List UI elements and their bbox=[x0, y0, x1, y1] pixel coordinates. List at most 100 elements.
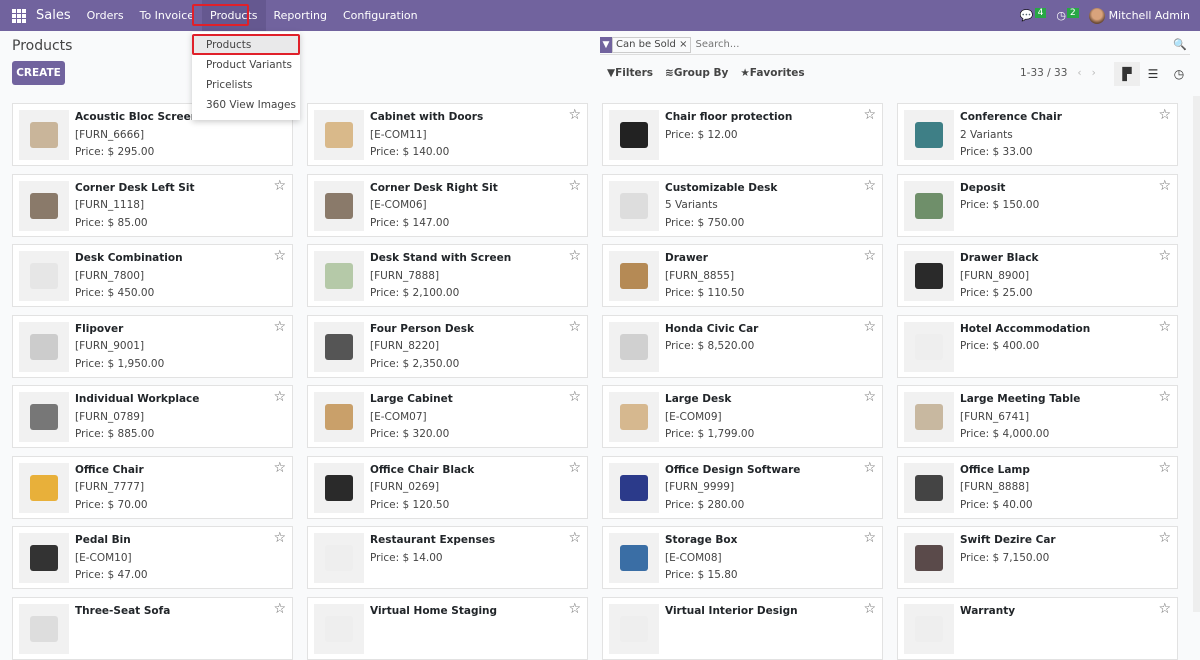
star-icon[interactable]: ☆ bbox=[863, 318, 876, 335]
product-card[interactable]: Office Design Software [FURN_9999] Price… bbox=[602, 455, 883, 519]
star-icon[interactable]: ☆ bbox=[1158, 530, 1171, 546]
star-icon[interactable]: ☆ bbox=[568, 389, 581, 405]
product-card[interactable]: Virtual Interior Design ☆ bbox=[602, 596, 883, 660]
product-card[interactable]: Drawer Black [FURN_8900] Price: $ 25.00 … bbox=[897, 244, 1178, 307]
star-icon[interactable]: ☆ bbox=[273, 177, 286, 194]
favorites-button[interactable]: ★Favorites bbox=[740, 67, 804, 79]
product-card[interactable]: Office Lamp [FURN_8888] Price: $ 40.00 ☆ bbox=[897, 455, 1178, 519]
star-icon[interactable]: ☆ bbox=[863, 248, 876, 264]
product-name: Office Lamp bbox=[960, 463, 1030, 476]
product-card[interactable]: Storage Box [E-COM08] Price: $ 15.80 ☆ bbox=[602, 526, 883, 589]
product-card[interactable]: Three-Seat Sofa ☆ bbox=[12, 596, 293, 660]
menu-configuration[interactable]: Configuration bbox=[343, 9, 418, 22]
star-icon[interactable]: ☆ bbox=[863, 107, 876, 123]
star-icon[interactable]: ☆ bbox=[863, 600, 876, 617]
star-icon[interactable]: ☆ bbox=[1158, 600, 1171, 617]
apps-menu-icon[interactable] bbox=[12, 8, 26, 23]
star-icon[interactable]: ☆ bbox=[568, 107, 581, 123]
menu-orders[interactable]: Orders bbox=[86, 9, 124, 22]
product-card[interactable]: Individual Workplace [FURN_0789] Price: … bbox=[12, 385, 293, 448]
activity-view-icon[interactable]: ◷ bbox=[1173, 67, 1185, 81]
product-card[interactable]: Customizable Desk 5 Variants Price: $ 75… bbox=[602, 173, 883, 237]
star-icon[interactable]: ☆ bbox=[568, 600, 581, 617]
chevron-left-icon[interactable]: ‹ bbox=[1077, 67, 1082, 79]
product-card[interactable]: Deposit Price: $ 150.00 ☆ bbox=[897, 173, 1178, 237]
scrollbar[interactable] bbox=[1193, 96, 1200, 612]
product-card[interactable]: Flipover [FURN_9001] Price: $ 1,950.00 ☆ bbox=[12, 314, 293, 378]
product-card[interactable]: Honda Civic Car Price: $ 8,520.00 ☆ bbox=[602, 314, 883, 378]
product-card[interactable]: Conference Chair 2 Variants Price: $ 33.… bbox=[897, 103, 1178, 166]
star-icon[interactable]: ☆ bbox=[273, 389, 286, 405]
search-input[interactable] bbox=[695, 39, 1174, 50]
remove-facet-icon[interactable]: × bbox=[679, 38, 688, 50]
dropdown-item-pricelists[interactable]: Pricelists bbox=[206, 79, 253, 91]
star-icon[interactable]: ☆ bbox=[273, 248, 286, 264]
product-price: Price: $ 15.80 bbox=[665, 569, 738, 581]
menu-to-invoice[interactable]: To Invoice bbox=[139, 9, 195, 22]
menu-reporting[interactable]: Reporting bbox=[273, 9, 327, 22]
product-name: Flipover bbox=[75, 322, 124, 335]
product-card[interactable]: Warranty ☆ bbox=[897, 596, 1178, 660]
dropdown-item-product-variants[interactable]: Product Variants bbox=[206, 59, 292, 71]
star-icon[interactable]: ☆ bbox=[863, 177, 876, 194]
product-card[interactable]: Four Person Desk [FURN_8220] Price: $ 2,… bbox=[307, 314, 588, 378]
star-icon[interactable]: ☆ bbox=[568, 177, 581, 194]
product-card[interactable]: Restaurant Expenses Price: $ 14.00 ☆ bbox=[307, 526, 588, 589]
kanban-view-icon[interactable]: ▛ bbox=[1114, 62, 1140, 86]
app-name[interactable]: Sales bbox=[36, 8, 71, 23]
star-icon[interactable]: ☆ bbox=[1158, 318, 1171, 335]
product-card[interactable]: Acoustic Bloc Screens [FURN_6666] Price:… bbox=[12, 103, 293, 166]
product-card[interactable]: Desk Stand with Screen [FURN_7888] Price… bbox=[307, 244, 588, 307]
filters-button[interactable]: ▼Filters bbox=[607, 67, 653, 79]
star-icon[interactable]: ☆ bbox=[1158, 177, 1171, 194]
product-card[interactable]: Office Chair Black [FURN_0269] Price: $ … bbox=[307, 455, 588, 519]
product-card[interactable]: Drawer [FURN_8855] Price: $ 110.50 ☆ bbox=[602, 244, 883, 307]
star-icon[interactable]: ☆ bbox=[1158, 389, 1171, 405]
star-icon[interactable]: ☆ bbox=[273, 459, 286, 476]
product-card[interactable]: Desk Combination [FURN_7800] Price: $ 45… bbox=[12, 244, 293, 307]
product-card[interactable]: Large Cabinet [E-COM07] Price: $ 320.00 … bbox=[307, 385, 588, 448]
product-card[interactable]: Office Chair [FURN_7777] Price: $ 70.00 … bbox=[12, 455, 293, 519]
dropdown-item-360-view-images[interactable]: 360 View Images bbox=[206, 99, 296, 111]
star-icon[interactable]: ☆ bbox=[273, 318, 286, 335]
group-by-button[interactable]: ≋Group By bbox=[665, 67, 728, 79]
star-icon[interactable]: ☆ bbox=[568, 318, 581, 335]
star-icon[interactable]: ☆ bbox=[1158, 459, 1171, 476]
user-menu[interactable]: Mitchell Admin bbox=[1088, 7, 1190, 24]
product-card[interactable]: Corner Desk Right Sit [E-COM06] Price: $… bbox=[307, 173, 588, 237]
product-image bbox=[904, 251, 954, 301]
product-card[interactable]: Hotel Accommodation Price: $ 400.00 ☆ bbox=[897, 314, 1178, 378]
product-card[interactable]: Virtual Home Staging ☆ bbox=[307, 596, 588, 660]
list-view-icon[interactable]: ☰ bbox=[1147, 67, 1159, 81]
product-card[interactable]: Large Meeting Table [FURN_6741] Price: $… bbox=[897, 385, 1178, 448]
highlight-products-item bbox=[192, 34, 300, 55]
star-icon[interactable]: ☆ bbox=[568, 530, 581, 546]
star-icon[interactable]: ☆ bbox=[568, 459, 581, 476]
star-icon[interactable]: ☆ bbox=[863, 389, 876, 405]
star-icon[interactable]: ☆ bbox=[273, 530, 286, 546]
pager-value[interactable]: 1-33 / 33 bbox=[1020, 67, 1068, 79]
star-icon[interactable]: ☆ bbox=[1158, 107, 1171, 123]
dropdown-item-products[interactable]: Products bbox=[192, 35, 300, 55]
star-icon[interactable]: ☆ bbox=[273, 600, 286, 617]
star-icon[interactable]: ☆ bbox=[863, 459, 876, 476]
search-icon[interactable]: 🔍 bbox=[1173, 38, 1187, 51]
product-image bbox=[904, 180, 954, 231]
chevron-right-icon[interactable]: › bbox=[1091, 67, 1096, 79]
activities-button[interactable]: ◷ 2 bbox=[1056, 8, 1079, 22]
product-card[interactable]: Corner Desk Left Sit [FURN_1118] Price: … bbox=[12, 173, 293, 237]
product-price: Price: $ 120.50 bbox=[370, 498, 450, 511]
product-card[interactable]: Pedal Bin [E-COM10] Price: $ 47.00 ☆ bbox=[12, 526, 293, 589]
product-price: Price: $ 1,950.00 bbox=[75, 357, 165, 370]
product-card[interactable]: Cabinet with Doors [E-COM11] Price: $ 14… bbox=[307, 103, 588, 166]
product-card[interactable]: Swift Dezire Car Price: $ 7,150.00 ☆ bbox=[897, 526, 1178, 589]
product-price: Price: $ 110.50 bbox=[665, 287, 745, 299]
product-name: Office Chair bbox=[75, 463, 144, 476]
star-icon[interactable]: ☆ bbox=[1158, 248, 1171, 264]
star-icon[interactable]: ☆ bbox=[863, 530, 876, 546]
star-icon[interactable]: ☆ bbox=[568, 248, 581, 264]
messages-button[interactable]: 💬 4 bbox=[1020, 8, 1047, 22]
product-card[interactable]: Large Desk [E-COM09] Price: $ 1,799.00 ☆ bbox=[602, 385, 883, 448]
create-button[interactable]: CREATE bbox=[12, 61, 65, 85]
product-card[interactable]: Chair floor protection Price: $ 12.00 ☆ bbox=[602, 103, 883, 166]
